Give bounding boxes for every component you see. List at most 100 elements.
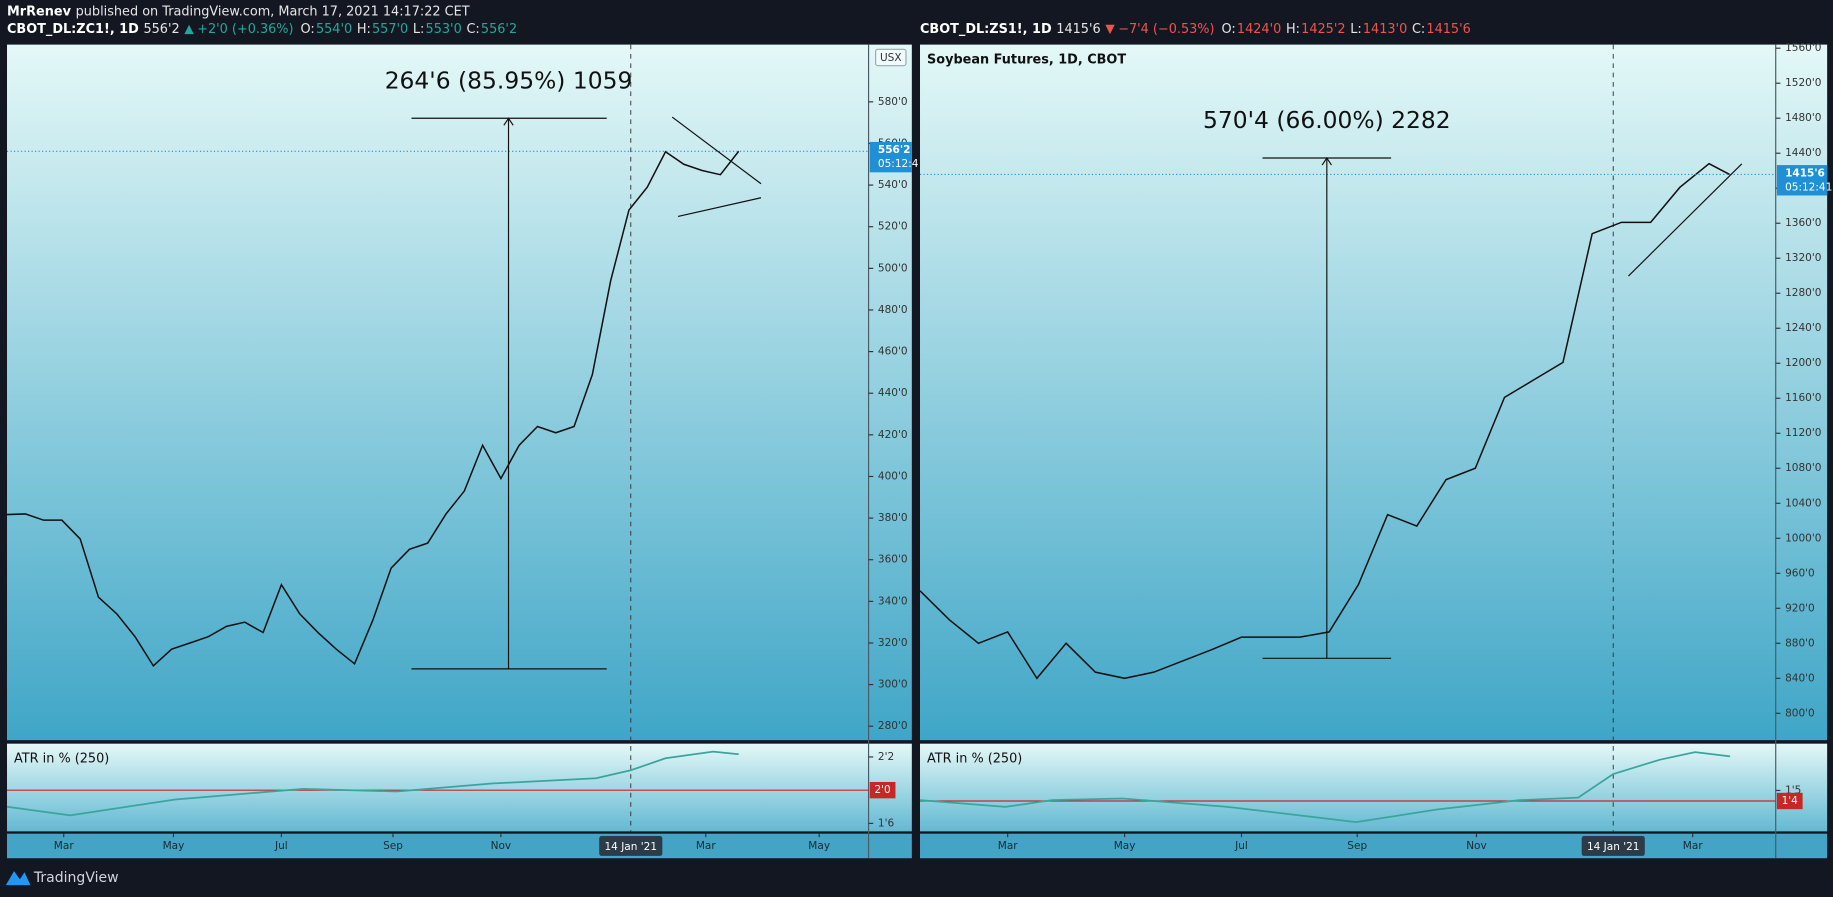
price-label-bg xyxy=(869,141,912,173)
currency-badge xyxy=(875,48,907,67)
x-tick-label: May xyxy=(808,840,830,852)
countdown: 05:12:41 xyxy=(1785,181,1832,193)
y-tick-label: 540'0 xyxy=(878,179,908,191)
y-tick-label: 1240'0 xyxy=(1785,322,1821,334)
y-tick-label: 1560'0 xyxy=(1785,42,1821,54)
reference-label: 2'0 xyxy=(874,784,890,796)
chart-title: Soybean Futures, 1D, CBOT xyxy=(927,52,1126,67)
direction-icon xyxy=(1105,24,1115,35)
symbol: CBOT_DL:ZC1!, 1D xyxy=(7,22,139,37)
author: MrRenev xyxy=(7,4,72,19)
ohlc-label: O: xyxy=(301,22,315,37)
y-tick-label: 1200'0 xyxy=(1785,357,1821,369)
y-tick-label: 300'0 xyxy=(878,679,908,691)
x-tick-label: Sep xyxy=(383,840,403,852)
y-tick-label: 1000'0 xyxy=(1785,532,1821,544)
y-tick-label: 1080'0 xyxy=(1785,462,1821,474)
indicator-pane xyxy=(920,743,1828,832)
ohlc-value: 1415'6 xyxy=(1426,22,1470,37)
trend-line xyxy=(1628,163,1743,277)
ohlc-value: 1413'0 xyxy=(1363,22,1407,37)
indicator-pane xyxy=(7,743,912,832)
measure-label: 570'4 (66.00%) 2282 xyxy=(1203,106,1451,134)
ohlc-label: L: xyxy=(1350,22,1361,37)
y-tick-label: 1480'0 xyxy=(1785,112,1821,124)
y-tick-label: 1520'0 xyxy=(1785,77,1821,89)
y-tick-label: 580'0 xyxy=(878,96,908,108)
y-tick-label: 1320'0 xyxy=(1785,252,1821,264)
crosshair-label: 14 Jan '21 xyxy=(604,841,657,853)
ohlc-label: O: xyxy=(1222,22,1236,37)
logo-icon xyxy=(5,871,31,886)
chart-pane xyxy=(920,44,1828,741)
y-tick-label: 280'0 xyxy=(878,720,908,732)
ohlc-label: H: xyxy=(357,22,371,37)
crosshair-label-bg xyxy=(1581,836,1645,856)
y-tick-label: 1040'0 xyxy=(1785,497,1821,509)
x-tick-label: Jul xyxy=(274,840,288,852)
chart-pane xyxy=(7,44,912,741)
change: −7'4 (−0.53%) xyxy=(1118,22,1214,37)
price-label: 1415'6 xyxy=(1785,167,1825,179)
y-tick-label: 1440'0 xyxy=(1785,147,1821,159)
x-tick-label: Sep xyxy=(1347,840,1367,852)
x-tick-label: Mar xyxy=(1683,840,1704,852)
y-tick-label: 480'0 xyxy=(878,304,908,316)
y-tick-label: 1280'0 xyxy=(1785,287,1821,299)
ohlc-value: 1424'0 xyxy=(1237,22,1281,37)
ohlc-value: 556'2 xyxy=(481,22,517,37)
ohlc-value: 554'0 xyxy=(316,22,352,37)
time-axis xyxy=(920,833,1828,859)
countdown: 05:12:4 xyxy=(878,158,919,170)
time-axis xyxy=(7,833,912,859)
y-tick-label: 1120'0 xyxy=(1785,427,1821,439)
y-tick-label: 440'0 xyxy=(878,387,908,399)
ohlc-label: L: xyxy=(413,22,424,37)
last-price: 556'2 xyxy=(143,22,179,37)
x-tick-label: Nov xyxy=(491,840,512,852)
trend-line xyxy=(671,116,762,185)
ohlc-label: C: xyxy=(466,22,479,37)
last-price: 1415'6 xyxy=(1056,22,1100,37)
change: +2'0 (+0.36%) xyxy=(197,22,293,37)
indicator-line xyxy=(919,751,1731,823)
indicator-title: ATR in % (250) xyxy=(14,751,109,766)
y-tick-label: 920'0 xyxy=(1785,602,1815,614)
measure-label: 264'6 (85.95%) 1059 xyxy=(385,67,633,95)
brand: TradingView xyxy=(33,870,119,886)
x-tick-label: May xyxy=(1114,840,1136,852)
x-tick-label: Mar xyxy=(998,840,1019,852)
ohlc-value: 553'0 xyxy=(426,22,462,37)
y-tick-label: 840'0 xyxy=(1785,672,1815,684)
drawings xyxy=(411,116,1743,670)
x-tick-label: Nov xyxy=(1466,840,1487,852)
x-tick-label: Mar xyxy=(696,840,717,852)
indicator-title: ATR in % (250) xyxy=(927,751,1022,766)
y-tick-label: 1160'0 xyxy=(1785,392,1821,404)
x-tick-label: May xyxy=(163,840,185,852)
reference-label-bg xyxy=(869,781,896,799)
y-tick-label: 960'0 xyxy=(1785,567,1815,579)
crosshair-label: 14 Jan '21 xyxy=(1587,841,1640,853)
y-tick-label: 500'0 xyxy=(878,262,908,274)
y-tick-label: 1'6 xyxy=(878,817,895,829)
reference-label-bg xyxy=(1776,792,1803,810)
y-tick-label: 320'0 xyxy=(878,637,908,649)
arrow-head xyxy=(503,117,514,126)
reference-label: 1'4 xyxy=(1782,795,1799,807)
x-tick-label: Jul xyxy=(1234,840,1248,852)
published: published on TradingView.com, March 17, … xyxy=(76,4,470,19)
arrow-head xyxy=(1321,156,1332,166)
symbol: CBOT_DL:ZS1!, 1D xyxy=(920,22,1052,37)
price-line xyxy=(919,162,1730,680)
trend-line xyxy=(677,197,762,218)
y-tick-label: 400'0 xyxy=(878,470,908,482)
y-tick-label: 360'0 xyxy=(878,554,908,566)
price-label: 556'2 xyxy=(878,144,910,156)
y-tick-label: 460'0 xyxy=(878,346,908,358)
ohlc-label: C: xyxy=(1412,22,1425,37)
indicator-line xyxy=(6,750,739,817)
y-tick-label: 2'2 xyxy=(878,751,894,763)
y-tick-label: 800'0 xyxy=(1785,707,1815,719)
